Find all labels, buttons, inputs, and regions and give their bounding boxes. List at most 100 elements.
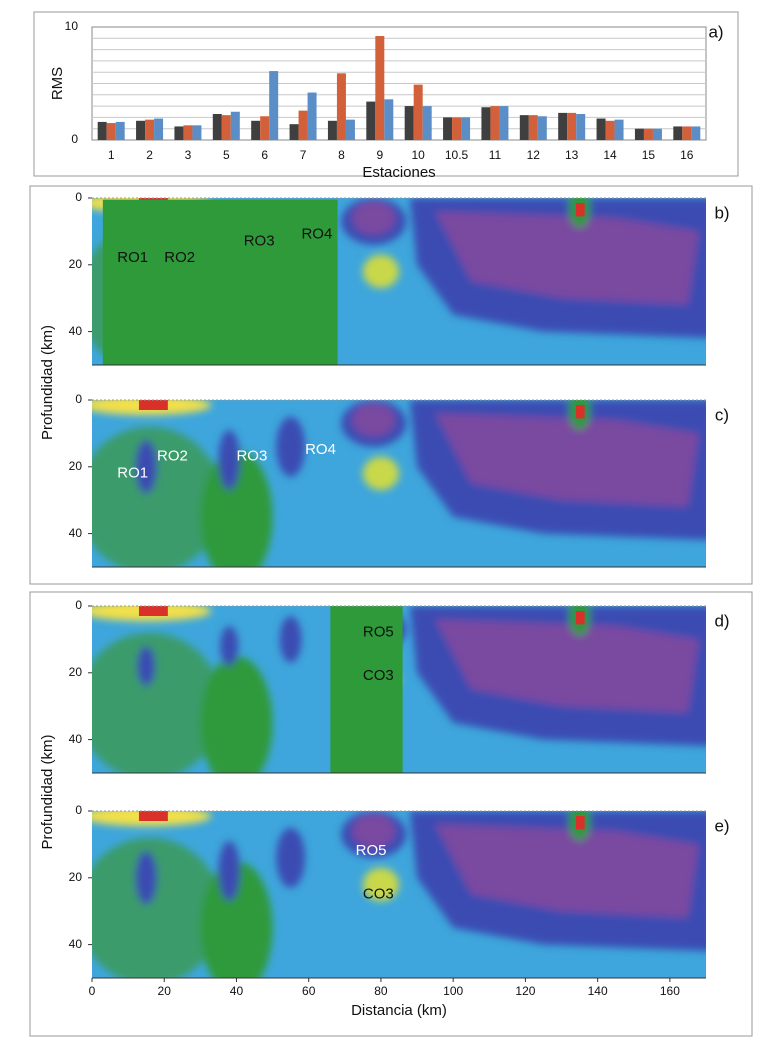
bar [537,116,547,140]
bar [230,111,240,140]
bar [327,120,337,140]
annotation: CO3 [363,885,394,902]
bar [336,73,346,140]
bar [366,101,376,140]
y-tick-label: 0 [75,190,82,204]
bar [307,92,317,140]
annotation: RO5 [363,624,394,641]
bar [413,84,423,140]
bar [212,114,222,140]
x-tick-label: 20 [158,984,172,998]
resistivity-model [92,606,706,773]
y-axis-label: Profundidad (km) [39,325,56,440]
bar [596,118,606,140]
bar [691,126,701,140]
x-tick-label: 80 [374,984,388,998]
y-tick-label: 0 [75,803,82,817]
bar [298,110,308,140]
x-tick-label: 2 [146,148,153,162]
annotation: RO4 [305,441,336,458]
x-tick-label: 13 [565,148,579,162]
hot-spot [138,400,168,411]
bar [614,119,624,140]
bar [106,123,116,140]
panel-label: e) [714,816,729,835]
x-tick-label: 8 [338,148,345,162]
panel-label: b) [714,203,729,222]
bar [115,121,125,140]
hot-spot [138,811,168,822]
panel-label: d) [714,611,729,630]
annotation: RO4 [301,226,332,243]
blob [200,861,273,978]
bar [345,119,355,140]
annotation: RO5 [356,842,387,859]
x-tick-label: 9 [376,148,383,162]
y-tick-label: 40 [69,937,83,951]
blob [135,851,158,905]
blob [352,814,396,848]
blob [435,413,699,507]
bar [652,128,662,140]
x-tick-label: 140 [588,984,608,998]
blob [352,201,396,235]
x-axis-label: Estaciones [362,164,435,181]
resistivity-model [92,811,706,978]
bar [251,120,261,140]
x-tick-label: 160 [660,984,680,998]
bar [452,117,462,140]
hot-spot [575,611,585,625]
bar [443,117,453,140]
bar [269,71,279,140]
bar [384,99,394,140]
fixed-block [330,606,403,773]
y-tick-label: 40 [69,732,83,746]
bar [481,107,491,140]
y-tick-label: 0 [75,598,82,612]
blob [362,456,399,491]
x-tick-label: 120 [515,984,535,998]
x-tick-label: 12 [527,148,541,162]
blob [352,403,396,437]
bar [136,120,146,140]
y-tick-label: 40 [69,526,83,540]
y-axis-label: Profundidad (km) [39,734,56,849]
panel-label: a) [708,22,723,41]
bar [634,128,644,140]
bar [528,115,538,140]
blob [218,841,241,902]
bar [97,121,107,140]
y-tick-label: 20 [69,665,83,679]
x-axis-label: Distancia (km) [351,1002,447,1019]
x-tick-label: 1 [108,148,115,162]
bar [576,114,586,140]
bar [289,124,299,140]
y-tick-label: 20 [69,459,83,473]
y-tick-label: 10 [65,19,79,33]
blob [276,827,306,888]
blob [276,416,306,477]
annotation: RO3 [244,232,275,249]
annotation: RO2 [157,448,188,465]
bar [422,106,432,140]
panel-frame [33,11,739,177]
panel-label: c) [715,405,729,424]
annotation: RO2 [164,249,195,266]
bar [183,125,193,140]
blob [137,646,156,687]
x-tick-label: 0 [89,984,96,998]
blurred [92,400,706,567]
bar [375,36,385,140]
x-tick-label: 3 [185,148,192,162]
hot-spot [138,606,168,617]
bar [154,118,164,140]
bar [461,117,471,140]
x-tick-label: 16 [680,148,694,162]
blob [435,824,699,918]
x-tick-label: 40 [230,984,244,998]
blob [220,626,239,667]
panel-frame [29,185,753,585]
blob [279,616,302,663]
blob [435,619,699,713]
x-tick-label: 10 [412,148,426,162]
